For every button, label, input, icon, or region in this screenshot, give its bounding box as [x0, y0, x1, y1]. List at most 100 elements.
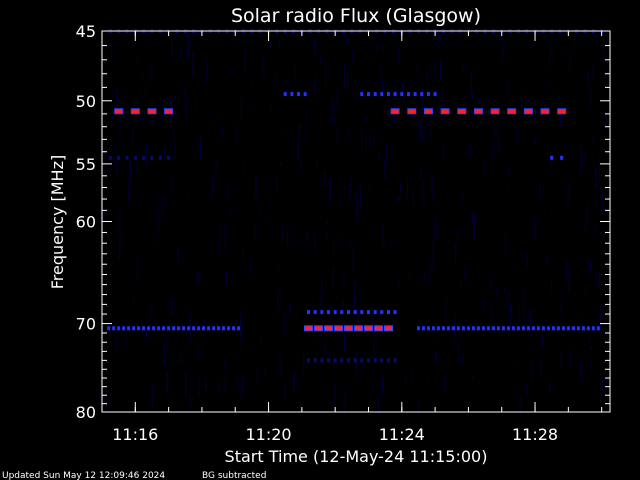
noise-streak — [342, 299, 345, 310]
noise-streak — [136, 163, 138, 173]
noise-streak — [436, 323, 439, 345]
noise-streak — [132, 298, 134, 305]
noise-streak — [199, 271, 201, 281]
band-dash — [133, 155, 137, 160]
band-dash — [481, 326, 485, 331]
noise-streak — [155, 199, 158, 221]
noise-streak — [113, 157, 116, 165]
noise-streak — [142, 73, 144, 82]
noise-streak — [139, 114, 141, 122]
y-tick-label: 45 — [76, 22, 96, 41]
noise-streak — [161, 113, 163, 121]
noise-streak — [223, 357, 226, 372]
noise-streak — [197, 272, 199, 283]
band-dash — [237, 326, 241, 331]
noise-streak — [376, 42, 378, 50]
noise-streak — [349, 183, 351, 198]
band-dash — [297, 92, 300, 97]
noise-streak — [336, 90, 338, 106]
x-tick-label: 11:20 — [246, 425, 292, 444]
noise-streak — [434, 61, 436, 77]
noise-streak — [412, 191, 415, 206]
noise-streak — [105, 392, 108, 410]
noise-streak — [221, 123, 224, 136]
noise-streak — [319, 370, 321, 379]
noise-streak — [589, 259, 592, 275]
noise-streak — [477, 96, 479, 117]
noise-streak — [359, 320, 361, 328]
noise-streak — [359, 184, 362, 207]
noise-streak — [257, 366, 259, 384]
band-dash — [380, 310, 384, 315]
noise-streak — [174, 142, 176, 161]
noise-streak — [334, 117, 336, 127]
noise-streak — [163, 102, 165, 114]
band-dash — [142, 155, 146, 160]
noise-streak — [333, 236, 335, 260]
noise-streak — [282, 224, 284, 241]
band-dash — [375, 326, 382, 331]
noise-streak — [312, 299, 315, 313]
noise-streak — [337, 125, 339, 147]
noise-streak — [163, 343, 166, 365]
band-dash — [122, 326, 126, 331]
noise-streak — [417, 64, 419, 78]
noise-streak — [319, 290, 321, 311]
noise-streak — [441, 91, 443, 108]
noise-streak — [530, 44, 532, 50]
band-dash — [117, 326, 121, 331]
noise-streak — [421, 86, 423, 111]
noise-streak — [373, 135, 375, 147]
band-dash — [385, 326, 392, 331]
noise-streak — [423, 273, 426, 282]
noise-streak — [307, 114, 309, 128]
noise-streak — [403, 85, 405, 105]
noise-streak — [431, 176, 433, 198]
band-dash — [596, 326, 600, 331]
noise-streak — [445, 298, 447, 323]
band-dash — [367, 92, 370, 97]
noise-streak — [587, 71, 589, 87]
noise-streak — [349, 140, 351, 147]
chart-title: Solar radio Flux (Glasgow) — [231, 5, 481, 27]
noise-streak — [119, 114, 122, 139]
noise-streak — [418, 396, 420, 420]
band-dash — [387, 358, 390, 363]
noise-streak — [195, 95, 197, 117]
noise-streak — [568, 181, 570, 204]
noise-streak — [605, 113, 607, 127]
noise-streak — [277, 264, 279, 271]
noise-streak — [593, 98, 595, 105]
band-dash — [192, 326, 196, 331]
noise-streak — [130, 168, 132, 183]
noise-streak — [427, 377, 429, 384]
noise-streak — [378, 154, 380, 162]
noise-streak — [240, 385, 242, 400]
band-dash — [516, 326, 520, 331]
noise-streak — [244, 50, 246, 71]
noise-streak — [127, 184, 130, 204]
noise-streak — [455, 244, 457, 262]
band-dash — [524, 109, 532, 114]
noise-streak — [392, 308, 395, 333]
band-dash — [393, 310, 397, 315]
noise-streak — [408, 275, 410, 282]
noise-streak — [520, 394, 522, 415]
band-dash — [461, 326, 465, 331]
band-dash — [551, 326, 555, 331]
noise-streak — [420, 169, 422, 180]
band-dash — [315, 326, 322, 331]
noise-streak — [107, 104, 109, 109]
band-dash — [107, 326, 111, 331]
band-dash — [232, 326, 236, 331]
noise-streak — [483, 298, 486, 312]
noise-streak — [546, 256, 548, 264]
noise-streak — [433, 219, 435, 243]
noise-streak — [180, 350, 183, 365]
noise-streak — [458, 337, 460, 363]
noise-streak — [463, 63, 465, 69]
band-dash — [373, 92, 377, 97]
band-dash — [117, 155, 121, 160]
noise-streak — [235, 377, 237, 386]
noise-streak — [429, 262, 431, 285]
